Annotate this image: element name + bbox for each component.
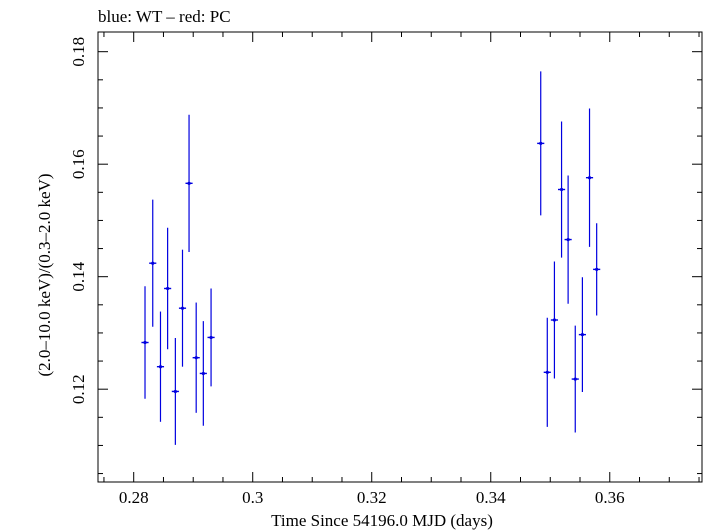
x-axis-label: Time Since 54196.0 MJD (days) xyxy=(271,511,493,530)
data-point xyxy=(185,114,193,252)
y-tick-label: 0.18 xyxy=(69,37,88,67)
data-point xyxy=(178,249,187,367)
data-point xyxy=(564,175,572,304)
data-point xyxy=(550,261,558,379)
data-point xyxy=(149,199,157,327)
y-tick-label: 0.16 xyxy=(69,149,88,179)
data-point xyxy=(543,317,551,427)
point-marker xyxy=(209,335,213,340)
data-point xyxy=(199,321,207,426)
y-axis-ticks xyxy=(98,51,702,475)
point-marker xyxy=(552,318,557,322)
data-point xyxy=(192,302,200,413)
point-marker xyxy=(187,181,191,185)
data-point xyxy=(537,71,545,216)
point-marker xyxy=(166,286,170,291)
x-axis-ticks xyxy=(103,32,700,482)
data-point xyxy=(141,286,149,399)
point-marker xyxy=(201,371,205,376)
point-marker xyxy=(595,267,599,271)
point-marker xyxy=(539,141,543,145)
point-marker xyxy=(573,377,577,381)
y-tick-label: 0.14 xyxy=(69,261,88,291)
data-point xyxy=(593,223,601,316)
point-marker xyxy=(143,340,147,345)
data-point xyxy=(585,108,594,247)
data-point xyxy=(156,311,165,422)
y-axis-label: (2.0–10.0 keV)/(0.3–2.0 keV) xyxy=(35,173,54,376)
data-point xyxy=(578,277,586,392)
data-point xyxy=(557,121,566,258)
x-axis-tick-labels: 0.28 0.3 0.32 0.34 0.36 xyxy=(119,488,625,507)
x-tick-label: 0.34 xyxy=(476,488,506,507)
x-tick-label: 0.28 xyxy=(119,488,149,507)
chart-title: blue: WT – red: PC xyxy=(98,7,231,26)
point-marker xyxy=(580,333,584,337)
data-point xyxy=(171,338,179,445)
point-marker xyxy=(566,237,570,242)
data-point xyxy=(207,288,215,387)
point-marker xyxy=(545,370,549,374)
point-marker xyxy=(158,365,163,369)
x-tick-label: 0.36 xyxy=(595,488,625,507)
plot-frame xyxy=(97,31,703,483)
point-marker xyxy=(559,187,564,192)
x-tick-label: 0.32 xyxy=(357,488,387,507)
point-marker xyxy=(180,306,185,310)
point-marker xyxy=(151,261,155,265)
point-marker xyxy=(587,176,592,180)
y-tick-label: 0.12 xyxy=(69,374,88,404)
data-point xyxy=(571,325,579,433)
x-tick-label: 0.3 xyxy=(242,488,263,507)
y-axis-tick-labels: 0.12 0.14 0.16 0.18 xyxy=(69,37,88,404)
point-marker xyxy=(194,356,198,360)
data-point xyxy=(164,227,172,350)
data-points xyxy=(141,71,601,445)
point-marker xyxy=(173,389,177,394)
